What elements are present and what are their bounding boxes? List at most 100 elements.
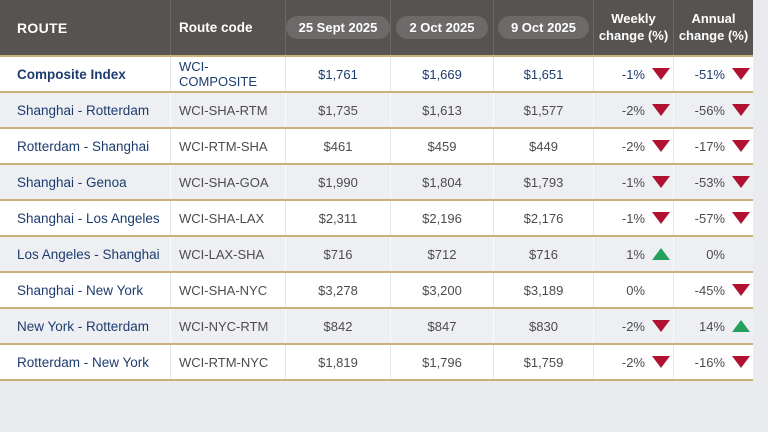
rate-cell-date-1: $842 [285,309,390,343]
trend-down-icon [732,140,750,152]
trend-down-icon [732,284,750,296]
column-header-date-2: 2 Oct 2025 [390,0,493,55]
annual-change-cell: -17% [673,129,753,163]
annual-change-cell: -53% [673,165,753,199]
rate-cell-date-1: $716 [285,237,390,271]
trend-down-icon [732,68,750,80]
annual-change-value: -45% [694,282,725,298]
rate-cell-date-3: $3,189 [493,273,593,307]
table-row: Shanghai - Genoa WCI-SHA-GOA $1,990 $1,8… [0,165,753,201]
column-header-weekly-change: Weekly change (%) [593,0,673,55]
trend-down-icon [732,356,750,368]
rate-cell-date-2: $1,613 [390,93,493,127]
date-pill: 2 Oct 2025 [396,16,488,39]
trend-down-icon [652,176,670,188]
annual-change-value: -16% [694,354,725,370]
annual-change-cell: -45% [673,273,753,307]
route-code-cell: WCI-SHA-NYC [170,273,285,307]
route-name-cell: Los Angeles - Shanghai [17,246,160,262]
rate-cell-date-3: $830 [493,309,593,343]
route-name-cell: Shanghai - Los Angeles [17,210,160,226]
trend-down-icon [652,320,670,332]
rate-cell-date-2: $1,796 [390,345,493,379]
route-name-cell: Shanghai - Genoa [17,174,127,190]
weekly-change-cell: -2% [593,345,673,379]
rate-cell-date-3: $1,651 [493,57,593,91]
rate-cell-date-3: $1,759 [493,345,593,379]
table-row: Rotterdam - New York WCI-RTM-NYC $1,819 … [0,345,753,381]
route-name-cell: Composite Index [17,66,126,82]
annual-change-cell: -56% [673,93,753,127]
trend-down-icon [732,176,750,188]
route-name-cell: Shanghai - Rotterdam [17,102,150,118]
trend-down-icon [652,140,670,152]
weekly-change-value: -2% [621,318,645,334]
route-code-cell: WCI-SHA-LAX [170,201,285,235]
route-code-cell: WCI-NYC-RTM [170,309,285,343]
rate-cell-date-2: $1,804 [390,165,493,199]
rate-cell-date-1: $1,819 [285,345,390,379]
weekly-change-value: -1% [621,210,645,226]
annual-change-value: -57% [694,210,725,226]
weekly-change-cell: 1% [593,237,673,271]
route-code-cell: WCI-LAX-SHA [170,237,285,271]
weekly-change-value: -2% [621,354,645,370]
table-row: Shanghai - Los Angeles WCI-SHA-LAX $2,31… [0,201,753,237]
rate-cell-date-3: $1,793 [493,165,593,199]
rate-cell-date-2: $3,200 [390,273,493,307]
weekly-change-cell: -1% [593,57,673,91]
trend-down-icon [652,104,670,116]
weekly-change-cell: -2% [593,93,673,127]
trend-down-icon [652,356,670,368]
rate-cell-date-1: $1,761 [285,57,390,91]
column-header-annual-change: Annual change (%) [673,0,753,55]
annual-change-cell: -16% [673,345,753,379]
route-name-cell: New York - Rotterdam [17,318,150,334]
rate-cell-date-1: $1,735 [285,93,390,127]
rate-cell-date-3: $449 [493,129,593,163]
annual-change-value: 0% [706,246,725,262]
annual-change-cell: -51% [673,57,753,91]
table-row: New York - Rotterdam WCI-NYC-RTM $842 $8… [0,309,753,345]
trend-up-icon [652,248,670,260]
annual-change-value: -53% [694,174,725,190]
trend-down-icon [732,104,750,116]
rate-cell-date-2: $1,669 [390,57,493,91]
rate-cell-date-1: $2,311 [285,201,390,235]
column-header-date-3: 9 Oct 2025 [493,0,593,55]
weekly-change-value: 0% [626,282,645,298]
table-body: Composite Index WCI-COMPOSITE $1,761 $1,… [0,57,753,381]
trend-up-icon [732,320,750,332]
annual-change-value: -51% [694,66,725,82]
route-name-cell: Rotterdam - New York [17,354,150,370]
column-header-date-1: 25 Sept 2025 [285,0,391,55]
weekly-change-cell: -1% [593,165,673,199]
table-row: Los Angeles - Shanghai WCI-LAX-SHA $716 … [0,237,753,273]
trend-down-icon [652,212,670,224]
trend-down-icon [652,68,670,80]
table-row: Shanghai - Rotterdam WCI-SHA-RTM $1,735 … [0,93,753,129]
route-name-cell: Shanghai - New York [17,282,144,298]
rate-cell-date-2: $847 [390,309,493,343]
route-code-cell: WCI-RTM-SHA [170,129,285,163]
route-name-cell: Rotterdam - Shanghai [17,138,150,154]
route-code-cell: WCI-SHA-RTM [170,93,285,127]
weekly-change-value: -1% [621,66,645,82]
rate-cell-date-3: $2,176 [493,201,593,235]
weekly-change-value: 1% [626,246,645,262]
weekly-change-cell: 0% [593,273,673,307]
weekly-change-value: -2% [621,102,645,118]
route-code-cell: WCI-RTM-NYC [170,345,285,379]
rate-cell-date-1: $1,990 [285,165,390,199]
rate-cell-date-2: $2,196 [390,201,493,235]
weekly-change-value: -2% [621,138,645,154]
annual-change-value: 14% [698,318,725,334]
table-row: Rotterdam - Shanghai WCI-RTM-SHA $461 $4… [0,129,753,165]
rate-cell-date-1: $3,278 [285,273,390,307]
table-header-row: ROUTE Route code 25 Sept 2025 2 Oct 2025… [0,0,753,57]
rate-cell-date-3: $716 [493,237,593,271]
column-header-route-code: Route code [170,0,285,55]
route-code-cell: WCI-COMPOSITE [170,57,285,91]
route-code-cell: WCI-SHA-GOA [170,165,285,199]
